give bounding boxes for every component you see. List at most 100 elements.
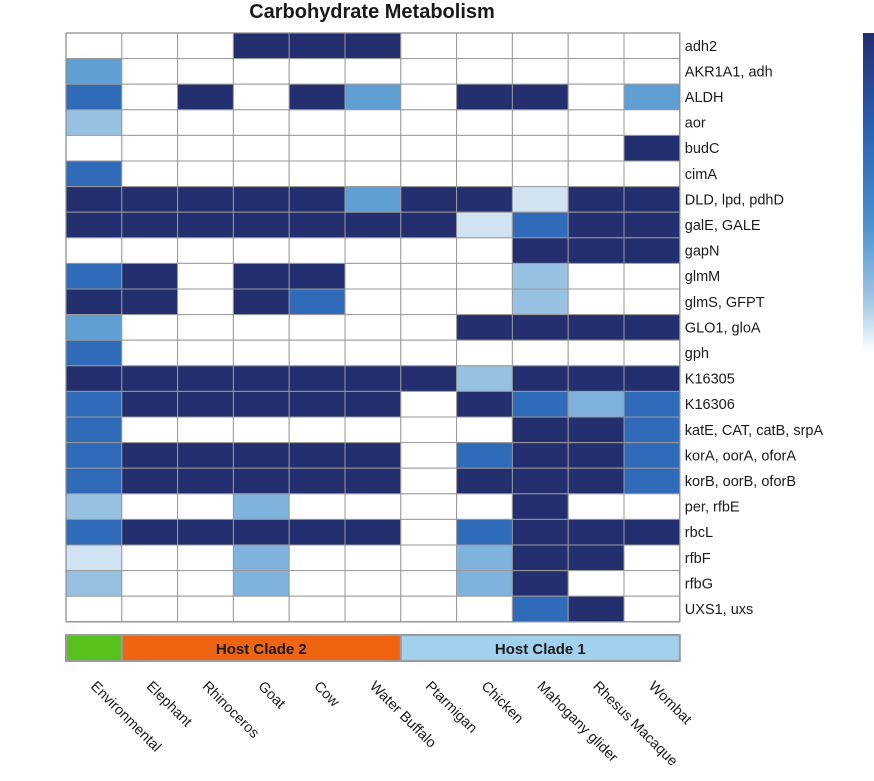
heatmap-cell <box>511 109 569 136</box>
heatmap-cell <box>65 83 123 111</box>
heatmap-cell <box>400 32 458 60</box>
heatmap-cell <box>121 109 179 136</box>
heatmap-cell <box>567 262 625 290</box>
heatmap-cell <box>567 109 625 136</box>
column-label: Ptarmigan <box>422 679 480 737</box>
heatmap-cell <box>456 442 513 469</box>
heatmap-cell <box>344 365 402 392</box>
heatmap-cell <box>456 365 513 392</box>
heatmap-cell <box>65 58 123 85</box>
heatmap-cell <box>65 518 123 546</box>
heatmap-cell <box>344 314 402 341</box>
heatmap-cell <box>623 83 681 111</box>
heatmap-cell <box>567 416 625 444</box>
heatmap-cell <box>177 262 234 290</box>
heatmap-cell <box>623 467 681 495</box>
heatmap-cell <box>232 262 290 290</box>
heatmap-cell <box>623 262 681 290</box>
column-label: Rhinoceros <box>199 679 262 742</box>
row-label: rfbG <box>685 576 713 592</box>
heatmap-cell <box>121 595 179 623</box>
heatmap-cell <box>456 237 513 264</box>
heatmap-cell <box>232 416 290 444</box>
heatmap-border <box>65 32 681 623</box>
heatmap-cell <box>344 211 402 239</box>
heatmap-cell <box>567 58 625 85</box>
heatmap-cell <box>567 314 625 341</box>
heatmap-cell <box>65 442 123 469</box>
heatmap-cell <box>344 493 402 520</box>
heatmap-cell <box>511 467 569 495</box>
row-label: korA, oorA, oforA <box>685 448 797 464</box>
heatmap-cell <box>177 186 234 213</box>
heatmap-cell <box>121 58 179 85</box>
heatmap-cell <box>177 390 234 418</box>
heatmap-cell <box>65 109 123 136</box>
heatmap-cell <box>288 544 346 572</box>
heatmap-cell <box>623 314 681 341</box>
heatmap-cell <box>623 237 681 264</box>
heatmap-cell <box>121 83 179 111</box>
heatmap-cell <box>65 570 123 597</box>
clade-segment <box>399 634 681 662</box>
heatmap-cell <box>344 595 402 623</box>
heatmap-cell <box>567 442 625 469</box>
heatmap-cell <box>344 58 402 85</box>
heatmap-cell <box>456 314 513 341</box>
heatmap-cell <box>344 109 402 136</box>
heatmap-cell <box>288 339 346 367</box>
heatmap-cell <box>567 339 625 367</box>
heatmap-cell <box>232 314 290 341</box>
heatmap-cell <box>344 32 402 60</box>
heatmap-cell <box>121 186 179 213</box>
clade-segment <box>65 634 123 662</box>
heatmap-cell <box>511 518 569 546</box>
heatmap-cell <box>567 467 625 495</box>
row-label: rbcL <box>685 525 713 541</box>
heatmap-cell <box>456 570 513 597</box>
heatmap-cell <box>177 58 234 85</box>
heatmap-cell <box>567 493 625 520</box>
heatmap-cell <box>288 186 346 213</box>
heatmap-cell <box>400 416 458 444</box>
heatmap-cell <box>400 365 458 392</box>
heatmap-cell <box>344 134 402 162</box>
heatmap-cell <box>177 365 234 392</box>
heatmap-cell <box>288 442 346 469</box>
heatmap-cell <box>288 390 346 418</box>
heatmap-cell <box>400 493 458 520</box>
heatmap-cell <box>400 390 458 418</box>
row-label: budC <box>685 141 720 157</box>
heatmap-cell <box>623 390 681 418</box>
heatmap-cell <box>511 186 569 213</box>
heatmap-cell <box>232 493 290 520</box>
heatmap-cell <box>177 211 234 239</box>
heatmap-cell <box>65 160 123 188</box>
heatmap-cell <box>65 134 123 162</box>
heatmap-cell <box>232 32 290 60</box>
row-label: galE, GALE <box>685 218 761 234</box>
heatmap-cell <box>623 109 681 136</box>
heatmap-cell <box>177 544 234 572</box>
heatmap-cell <box>456 58 513 85</box>
heatmap-cell <box>177 134 234 162</box>
heatmap-cell <box>511 262 569 290</box>
heatmap-cell <box>288 570 346 597</box>
heatmap-cell <box>456 595 513 623</box>
heatmap-cell <box>177 314 234 341</box>
heatmap-cell <box>567 211 625 239</box>
heatmap-cell <box>177 83 234 111</box>
heatmap-cell <box>511 314 569 341</box>
row-label: gph <box>685 346 709 362</box>
heatmap-cell <box>121 365 179 392</box>
clade-label: Host Clade 1 <box>495 641 586 658</box>
heatmap-cell <box>456 518 513 546</box>
row-label: cimA <box>685 167 718 183</box>
heatmap-cell <box>456 83 513 111</box>
heatmap-cell <box>456 467 513 495</box>
heatmap-cell <box>344 186 402 213</box>
heatmap-cell <box>400 544 458 572</box>
row-label: gapN <box>685 244 720 260</box>
heatmap-cell <box>65 390 123 418</box>
heatmap-cell <box>400 83 458 111</box>
